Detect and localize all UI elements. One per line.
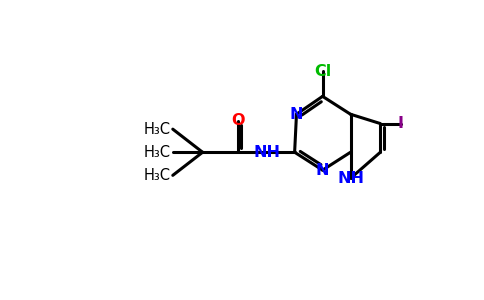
Text: NH: NH <box>337 171 364 186</box>
Text: H₃C: H₃C <box>144 168 171 183</box>
Text: O: O <box>231 113 244 128</box>
Text: NH: NH <box>253 145 280 160</box>
Text: I: I <box>398 116 404 131</box>
Text: Cl: Cl <box>314 64 331 79</box>
Text: N: N <box>316 163 329 178</box>
Text: H₃C: H₃C <box>144 145 171 160</box>
Text: N: N <box>290 107 303 122</box>
Text: H₃C: H₃C <box>144 122 171 136</box>
